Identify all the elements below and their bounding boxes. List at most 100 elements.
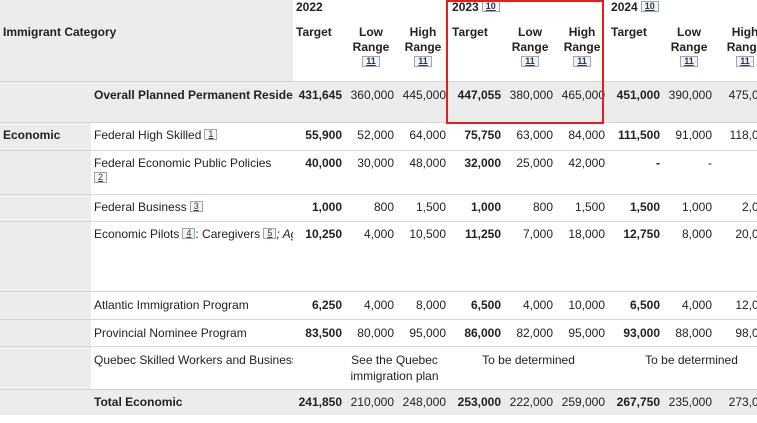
header-blank: [91, 0, 293, 25]
target-header: Target: [608, 25, 664, 82]
value-cell: 80,000: [345, 319, 397, 347]
value-cell: 11,250: [449, 221, 505, 292]
low-range-header: Low Range 11: [504, 25, 557, 82]
year-header-2023: 2023 10: [449, 0, 608, 25]
value-cell: 8,000: [663, 221, 716, 292]
value-cell: 4,000: [345, 291, 397, 320]
row-label: Quebec Skilled Workers and Business6: [91, 346, 293, 390]
value-cell: 12,000: [715, 291, 757, 320]
value-cell: 95,000: [397, 319, 450, 347]
value-cell: 40,000: [293, 150, 345, 195]
year-header-2024: 2024 10: [608, 0, 757, 25]
value-cell: 91,000: [663, 122, 716, 151]
value-cell: 1,500: [608, 194, 664, 222]
value-cell: 88,000: [663, 319, 716, 347]
value-cell: 4,000: [663, 291, 716, 320]
value-cell: 2,000: [715, 194, 757, 222]
value-cell: 32,000: [449, 150, 505, 195]
table-row-total: Total Economic 241,850 210,000 248,000 2…: [0, 389, 757, 415]
value-cell: 1,500: [397, 194, 450, 222]
value-cell: 93,000: [608, 319, 664, 347]
value-cell: 235,000: [668, 395, 713, 409]
value-cell: 253,000: [457, 395, 502, 409]
table-row-overall: Overall Planned Permanent Resident Admis…: [0, 81, 757, 123]
row-label: Federal Economic Public Policies 2: [91, 150, 293, 195]
value-cell: 451,000: [608, 81, 664, 123]
value-cell: 42,000: [556, 150, 609, 195]
row-label: Overall Planned Permanent Resident Admis…: [91, 81, 293, 123]
value-cell: 10,000: [556, 291, 609, 320]
category-cell: [0, 346, 91, 390]
value-cell: 465,000: [556, 81, 609, 123]
value-cell: 20,000: [715, 221, 757, 292]
value-cell: 267,750: [616, 395, 661, 409]
footnote-link[interactable]: 11: [573, 56, 591, 67]
value-cell: 10,500: [397, 221, 450, 292]
footnote-link[interactable]: 11: [521, 56, 539, 67]
value-cell: 55,900: [293, 122, 345, 151]
year-header-2022: 2022: [296, 0, 323, 14]
value-cell: 800: [345, 194, 397, 222]
category-cell: [0, 194, 91, 222]
value-cell: 222,000: [509, 395, 554, 409]
row-label: Federal Business 3: [91, 194, 293, 222]
value-cell: 1,000: [663, 194, 716, 222]
row-label: Provincial Nominee Program: [91, 319, 293, 347]
value-cell: 64,000: [397, 122, 450, 151]
value-cell: 48,000: [397, 150, 450, 195]
value-cell: 84,000: [556, 122, 609, 151]
header-blank: [0, 0, 91, 25]
value-cell: 12,750: [608, 221, 664, 292]
footnote-link[interactable]: 4: [182, 228, 196, 239]
category-cell: [0, 319, 91, 347]
value-cell: 7,000: [504, 221, 557, 292]
table-row: Atlantic Immigration Program 6,250 4,000…: [0, 291, 757, 320]
value-cell: 98,000: [715, 319, 757, 347]
value-cell: -: [663, 150, 716, 195]
value-cell: 390,000: [663, 81, 716, 123]
value-cell: 25,000: [504, 150, 557, 195]
table-row: Quebec Skilled Workers and Business6 See…: [0, 346, 757, 390]
footnote-link[interactable]: 11: [680, 56, 698, 67]
value-cell: 6,500: [608, 291, 664, 320]
row-label: Total Economic: [94, 395, 183, 409]
footnote-link[interactable]: 11: [414, 56, 432, 67]
value-cell: 273,000: [728, 395, 757, 409]
value-cell: 4,000: [504, 291, 557, 320]
value-cell: 6,250: [293, 291, 345, 320]
category-cell: [0, 221, 91, 292]
target-header: Target: [449, 25, 505, 82]
plan-note: See the Quebec immigration plan: [293, 346, 450, 390]
footnote-link[interactable]: 10: [481, 1, 500, 12]
footnote-link[interactable]: 3: [189, 201, 203, 212]
value-cell: 1,500: [556, 194, 609, 222]
value-cell: -: [715, 150, 757, 195]
footnote-link[interactable]: 1: [204, 129, 218, 140]
value-cell: -: [608, 150, 664, 195]
footnote-link[interactable]: 11: [362, 56, 380, 67]
category-cell: [0, 291, 91, 320]
value-cell: 1,000: [293, 194, 345, 222]
value-cell: 800: [504, 194, 557, 222]
value-cell: 118,000: [715, 122, 757, 151]
category-cell: [0, 81, 91, 123]
row-label: Atlantic Immigration Program: [91, 291, 293, 320]
footnote-link[interactable]: 5: [263, 228, 277, 239]
value-cell: 431,645: [293, 81, 345, 123]
footnote-link[interactable]: 10: [640, 1, 659, 12]
low-range-header: Low Range 11: [345, 25, 397, 82]
value-cell: 445,000: [397, 81, 450, 123]
value-cell: 210,000: [350, 395, 394, 409]
value-cell: 18,000: [556, 221, 609, 292]
value-cell: 1,000: [449, 194, 505, 222]
row-label: Federal High Skilled 1: [91, 122, 293, 151]
value-cell: 111,500: [608, 122, 664, 151]
footnote-link[interactable]: 11: [736, 56, 754, 67]
footnote-link[interactable]: 2: [94, 172, 108, 183]
value-cell: 52,000: [345, 122, 397, 151]
value-cell: 241,850: [298, 395, 342, 409]
